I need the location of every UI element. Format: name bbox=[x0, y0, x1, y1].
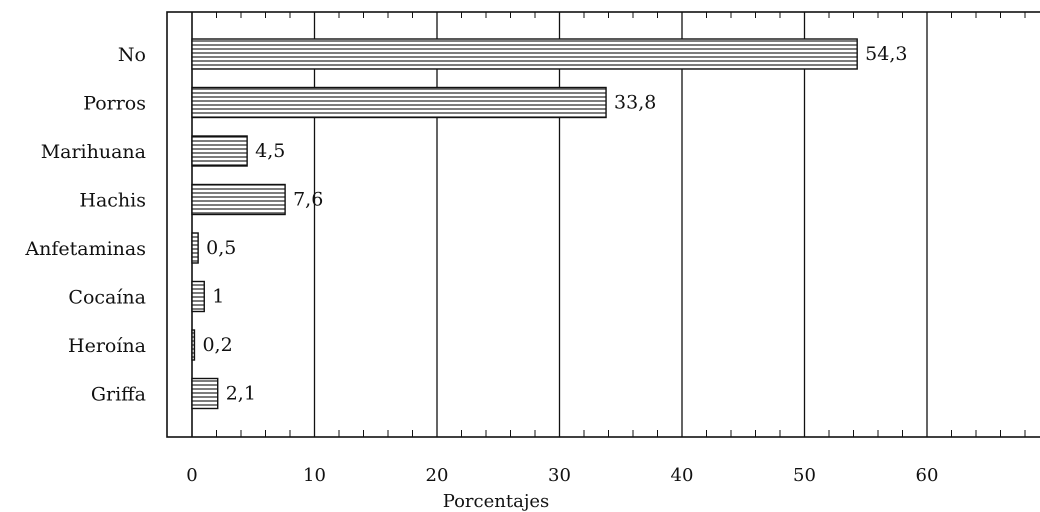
bar-3 bbox=[191, 183, 286, 216]
bar-2 bbox=[191, 135, 248, 167]
plot-frame bbox=[166, 11, 1040, 438]
bar-5 bbox=[191, 280, 205, 313]
category-label: Griffa bbox=[91, 384, 146, 406]
bar-1 bbox=[191, 86, 607, 119]
bar-7 bbox=[191, 377, 219, 410]
grid-lines bbox=[313, 12, 928, 437]
category-label: Hachis bbox=[79, 190, 146, 212]
value-label: 4,5 bbox=[255, 140, 285, 162]
x-tick-label: 30 bbox=[548, 465, 571, 486]
category-label: Heroína bbox=[68, 335, 146, 357]
value-label: 7,6 bbox=[293, 189, 323, 211]
category-label: No bbox=[118, 44, 146, 66]
bars bbox=[191, 38, 858, 410]
x-tick-labels: 0 10 20 30 40 50 60 bbox=[186, 465, 938, 486]
bar-6 bbox=[191, 329, 196, 361]
category-label: Cocaína bbox=[68, 287, 146, 309]
category-label: Anfetaminas bbox=[24, 238, 146, 260]
minor-ticks bbox=[216, 12, 1026, 437]
value-label: 0,5 bbox=[206, 237, 236, 259]
bar-4 bbox=[191, 232, 199, 264]
x-axis-label: Porcentajes bbox=[443, 491, 550, 512]
value-label: 2,1 bbox=[226, 383, 256, 405]
value-label: 54,3 bbox=[865, 43, 907, 65]
value-label: 1 bbox=[212, 286, 224, 308]
value-label: 0,2 bbox=[202, 334, 232, 356]
x-tick-label: 20 bbox=[426, 465, 449, 486]
x-tick-label: 0 bbox=[186, 465, 197, 486]
x-tick-label: 50 bbox=[793, 465, 816, 486]
x-tick-label: 10 bbox=[303, 465, 326, 486]
category-label: Porros bbox=[83, 93, 146, 115]
category-labels: No Porros Marihuana Hachis Anfetaminas Cocaín… bbox=[24, 44, 146, 406]
value-label: 33,8 bbox=[614, 92, 656, 114]
category-label: Marihuana bbox=[41, 141, 146, 163]
bar-0 bbox=[191, 38, 858, 70]
x-tick-label: 40 bbox=[671, 465, 694, 486]
x-tick-label: 60 bbox=[916, 465, 939, 486]
value-labels: 54,3 33,8 4,5 7,6 0,5 1 0,2 2,1 bbox=[202, 43, 907, 405]
